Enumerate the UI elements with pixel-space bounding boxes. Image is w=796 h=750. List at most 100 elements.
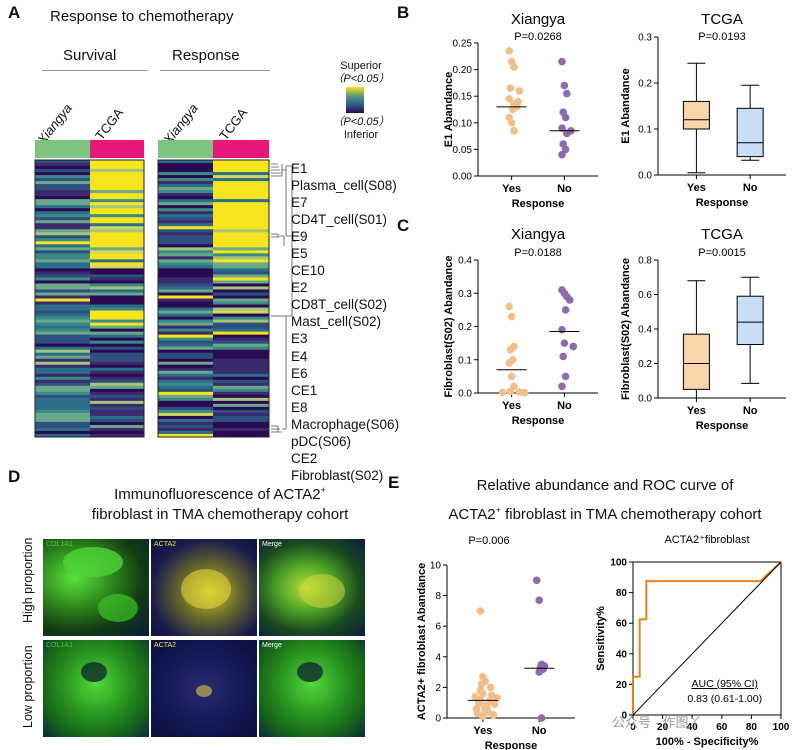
heatmap-cell [90, 343, 144, 348]
box [736, 107, 764, 158]
heatmap-cell [35, 277, 90, 281]
heatmap-cell [213, 385, 269, 390]
data-point [560, 339, 569, 347]
heatmap-cell [158, 274, 213, 278]
heatmap-cell [35, 325, 90, 330]
heatmap-cell [158, 232, 213, 236]
heatmap-cell [90, 334, 144, 339]
heatmap-cell [90, 409, 144, 414]
heatmap-cell [35, 196, 90, 200]
heatmap-cell [35, 316, 90, 320]
x-tick-label: Yes [502, 400, 521, 412]
row-label-ce1: CE1 [291, 382, 318, 398]
heatmap-cell [158, 361, 213, 366]
heatmap-cell [35, 382, 90, 387]
heatmap-cell [158, 334, 213, 339]
y-tick-label: 0.2 [638, 79, 652, 90]
heatmap-cell [90, 328, 144, 333]
data-point [558, 124, 566, 132]
heatmap-cell [35, 385, 90, 390]
heatmap-row-labels: E1 Plasma_cell(S08) E7 CD4T_cell(S01) E9… [291, 160, 399, 484]
heatmap-cell [158, 289, 213, 293]
heatmap-cell [158, 190, 213, 194]
data-point [510, 126, 518, 135]
heatmap-cell [213, 394, 269, 399]
heatmap-cell [35, 388, 90, 393]
heatmap-cell [213, 307, 269, 311]
heatmap-cell [35, 160, 90, 164]
y-tick-label: 0.1 [638, 125, 652, 136]
heatmap-cell [213, 163, 269, 167]
heatmap-cell [213, 238, 269, 242]
heatmap-cell [35, 397, 90, 402]
heatmap-cell [35, 229, 90, 233]
heatmap-cell [158, 262, 213, 266]
heatmap-cell [158, 283, 213, 287]
x-tick-label: Yes [473, 725, 492, 737]
heatmap-cell [213, 259, 269, 263]
x-tick-label: 40 [687, 722, 699, 733]
y-tick-label: 0.0 [458, 389, 472, 400]
heatmap-cell [90, 292, 144, 296]
y-tick-label: 40 [616, 649, 628, 660]
heatmap-cell [158, 304, 213, 308]
heatmap-cell [35, 256, 90, 260]
x-axis-label: Response [696, 420, 749, 432]
data-point [558, 382, 566, 391]
legend-inferior: （P<0.05） Inferior [326, 116, 396, 142]
heatmap-cell [35, 304, 90, 308]
heatmap-cell [90, 346, 144, 351]
heatmap-cell [35, 247, 90, 251]
heatmap-cell [158, 259, 213, 263]
row-label-e5: E5 [291, 246, 308, 262]
heatmap-cell [158, 328, 213, 333]
heatmap-cell [158, 406, 213, 411]
x-axis-label: Response [512, 415, 565, 427]
heatmap-cell [158, 352, 213, 357]
heatmap-cell [90, 400, 144, 405]
data-point [505, 302, 513, 311]
heatmap-cell [35, 181, 90, 185]
heatmap-cell [90, 382, 144, 387]
heatmap-cell [35, 232, 90, 236]
heatmap-cell [158, 193, 213, 197]
heatmap-cell [35, 379, 90, 384]
heatmap-cell [35, 172, 90, 176]
y-tick-label: 0.2 [458, 322, 472, 333]
panel-e-title-line1: Relative abundance and ROC curve of [476, 477, 734, 494]
heatmap-cell [213, 160, 269, 164]
heatmap-cell [213, 172, 269, 176]
heatmap-cell [35, 292, 90, 296]
data-point [569, 342, 578, 351]
row-label-e1: E1 [291, 161, 308, 176]
heatmap-cell [90, 274, 144, 278]
heatmap-cell [35, 319, 90, 323]
if-channel-col1a1-low: COL1A1 [46, 642, 73, 649]
heatmap-cell [90, 364, 144, 369]
x-tick-label: 60 [716, 722, 728, 733]
heatmap-cell [90, 355, 144, 360]
heatmap-cell [213, 286, 269, 290]
data-point [507, 119, 516, 127]
y-tick-label: 8 [435, 591, 441, 602]
heatmap-cell [35, 238, 90, 242]
heatmap-cell [213, 268, 269, 272]
heatmap-cell [90, 394, 144, 399]
heatmap-cell [90, 187, 144, 191]
heatmap-cell [158, 430, 213, 435]
chart-title: TCGA [701, 226, 743, 243]
chart-e-abundance: 0 2 4 6 8 10 P=0.006 Response ACTA2+ fibroblast … [416, 535, 575, 750]
heatmap-cell [35, 220, 90, 224]
heatmap-cell [35, 409, 90, 414]
heatmap-cell [213, 232, 269, 236]
heatmap-cell [90, 193, 144, 197]
heatmap-cell [158, 310, 213, 314]
heatmap-cell [213, 334, 269, 339]
heatmap-cell [90, 262, 144, 266]
heatmap-cell [90, 310, 144, 314]
row-label-e8: E8 [291, 399, 308, 415]
x-tick-label: No [532, 725, 547, 737]
heatmap-cell [90, 277, 144, 281]
p-value: P=0.006 [468, 535, 509, 547]
heatmap-cell [90, 304, 144, 308]
